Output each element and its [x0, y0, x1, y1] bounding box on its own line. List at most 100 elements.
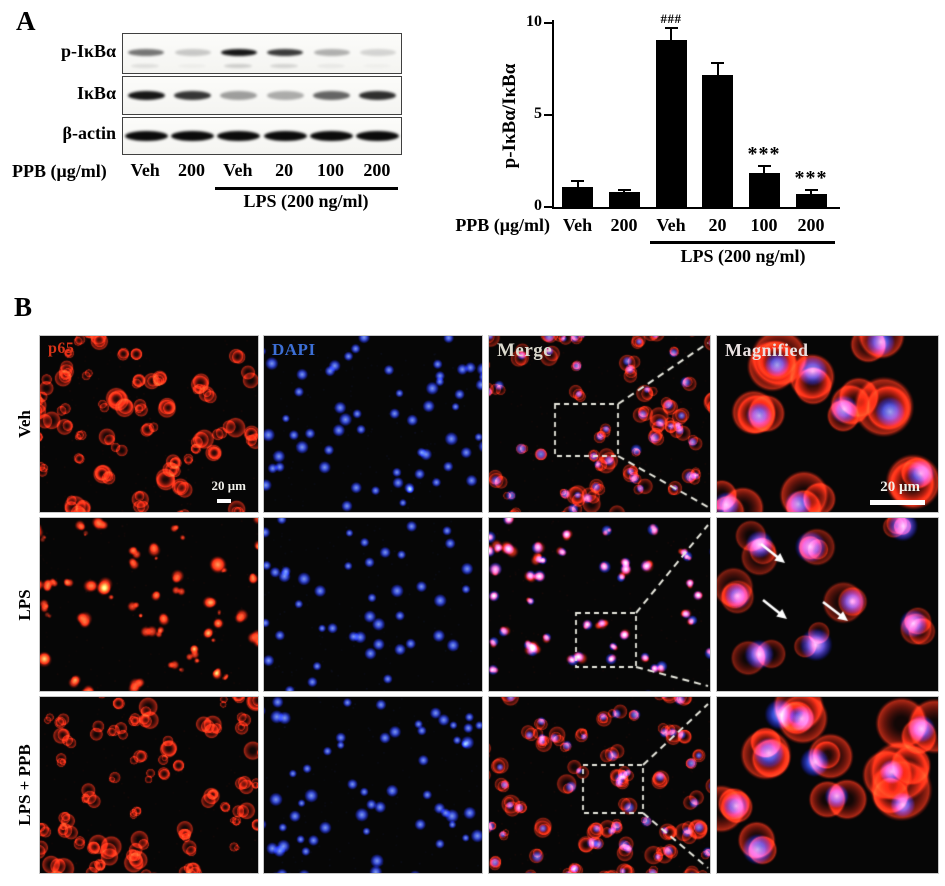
column-label-p65: p65	[48, 340, 75, 357]
chart-y-tick-label: 10	[526, 13, 542, 30]
fluor-image-lps-p65	[40, 518, 258, 691]
fluor-panel-lps-ppb-dapi	[263, 696, 483, 874]
panel-b-row-label: LPS + PPB	[15, 744, 34, 826]
blot-group-line	[215, 187, 398, 190]
blot-band	[313, 48, 350, 56]
chart-error-line	[623, 189, 625, 193]
chart-error-line	[810, 190, 812, 195]
column-label-dapi: DAPI	[272, 340, 316, 359]
chart-y-axis	[551, 20, 554, 209]
fluor-image-lps-dapi	[264, 518, 482, 691]
chart-error-cap	[804, 189, 818, 192]
blot-band	[124, 131, 168, 141]
chart-lane-label: Veh	[562, 215, 593, 235]
chart-lane-label: 200	[610, 215, 638, 235]
panel-b-row-label: LPS	[15, 588, 34, 621]
chart-bar	[562, 186, 593, 207]
fluor-panel-lps-ppb-magnified	[716, 696, 939, 874]
fluor-panel-lps-dapi	[263, 517, 483, 692]
fluor-image-lps-merge	[489, 518, 710, 691]
blot-band	[263, 131, 307, 141]
chart-lane-label: Veh	[656, 215, 686, 235]
chart-error-cap	[571, 180, 584, 183]
chart-bar	[795, 194, 827, 207]
chart-error-line	[763, 165, 765, 173]
blot-band	[266, 91, 304, 100]
blot-band	[313, 91, 350, 100]
chart-annotation: ###	[660, 10, 682, 26]
chart-bar	[702, 74, 733, 207]
fluor-panel-lps-p65	[39, 517, 259, 692]
fluor-image-veh-dapi	[264, 336, 482, 512]
scale-bar	[870, 500, 925, 505]
chart-error-line	[670, 27, 672, 40]
chart-y-tick-label: 0	[534, 197, 542, 214]
chart-y-tick	[544, 114, 552, 116]
scale-bar-text: 20 μm	[211, 478, 246, 493]
column-label-magnified: Magnified	[725, 340, 809, 360]
chart-bar	[655, 39, 687, 207]
blot-band	[356, 131, 400, 141]
blot-lane-label: 20	[275, 160, 294, 180]
fluor-panel-veh-dapi: DAPI	[263, 335, 483, 513]
scale-bar-text: 20 μm	[880, 479, 920, 495]
fluor-image-lps-ppb-merge	[489, 697, 710, 873]
fluor-image-lps-magnified	[717, 518, 938, 691]
fluor-panel-lps-ppb-merge	[488, 696, 711, 874]
chart-annotation: ***	[794, 167, 828, 190]
blot-band	[359, 91, 397, 100]
blot-band-ghost	[363, 64, 391, 68]
chart-annotation: ***	[747, 142, 781, 165]
chart-error-cap	[757, 164, 771, 167]
blot-band-ghost	[270, 63, 299, 68]
fluor-image-veh-magnified	[717, 336, 938, 512]
blot-band	[220, 91, 258, 100]
chart-lane-label: 200	[797, 215, 825, 235]
panel-a-label: A	[16, 6, 36, 36]
blot-lane-label: Veh	[223, 160, 253, 180]
panel-b-row-label: Veh	[15, 410, 34, 438]
blot-band-ghost	[178, 64, 206, 68]
chart-bar	[608, 192, 640, 207]
fluor-image-lps-ppb-magnified	[717, 697, 938, 873]
fluor-panel-veh-magnified: Magnified 20 μm	[716, 335, 939, 513]
fluor-panel-lps-merge	[488, 517, 711, 692]
blot-band	[267, 48, 304, 56]
chart-bar	[748, 172, 780, 207]
fluor-panel-veh-p65: p65 20 μm	[39, 335, 259, 513]
chart-xaxis-label: PPB (μg/ml)	[455, 215, 550, 235]
chart-group-line	[650, 241, 835, 244]
chart-error-cap	[711, 62, 724, 65]
fluor-panel-lps-ppb-p65	[39, 696, 259, 874]
blot-band	[128, 48, 165, 56]
blot-band	[174, 48, 211, 56]
chart-lane-label: 100	[750, 215, 778, 235]
blot-lane-label: 200	[363, 160, 391, 180]
blot-lane-label: 200	[178, 160, 205, 180]
blot-band-ghost	[316, 63, 345, 68]
blot-band	[171, 131, 214, 141]
chart-error-line	[576, 181, 579, 187]
blot-band	[359, 48, 396, 56]
fluor-panel-veh-merge: Merge	[488, 335, 711, 513]
blot-group-label: LPS (200 ng/ml)	[243, 191, 369, 211]
chart-y-tick	[544, 206, 552, 208]
blot-lane-label: 100	[317, 160, 344, 180]
blot-row-label: β-actin	[62, 123, 116, 143]
column-label-merge: Merge	[497, 340, 553, 361]
blot-xaxis-label: PPB (μg/ml)	[12, 161, 107, 181]
blot-row-label: p-IκBα	[60, 40, 116, 61]
chart-lane-label: 20	[708, 215, 727, 235]
fluor-image-veh-p65	[40, 336, 258, 512]
blot-row-label: IκBα	[76, 82, 116, 103]
chart-error-cap	[617, 188, 631, 191]
blot-band	[217, 131, 261, 141]
fluor-image-lps-ppb-dapi	[264, 697, 482, 873]
chart-x-axis	[551, 207, 840, 209]
blot-lane-label: Veh	[130, 160, 160, 180]
fluor-panel-lps-magnified	[716, 517, 939, 692]
panel-b-label: B	[14, 292, 33, 322]
chart-y-tick-label: 5	[534, 105, 542, 122]
blot-box-0	[122, 33, 402, 74]
